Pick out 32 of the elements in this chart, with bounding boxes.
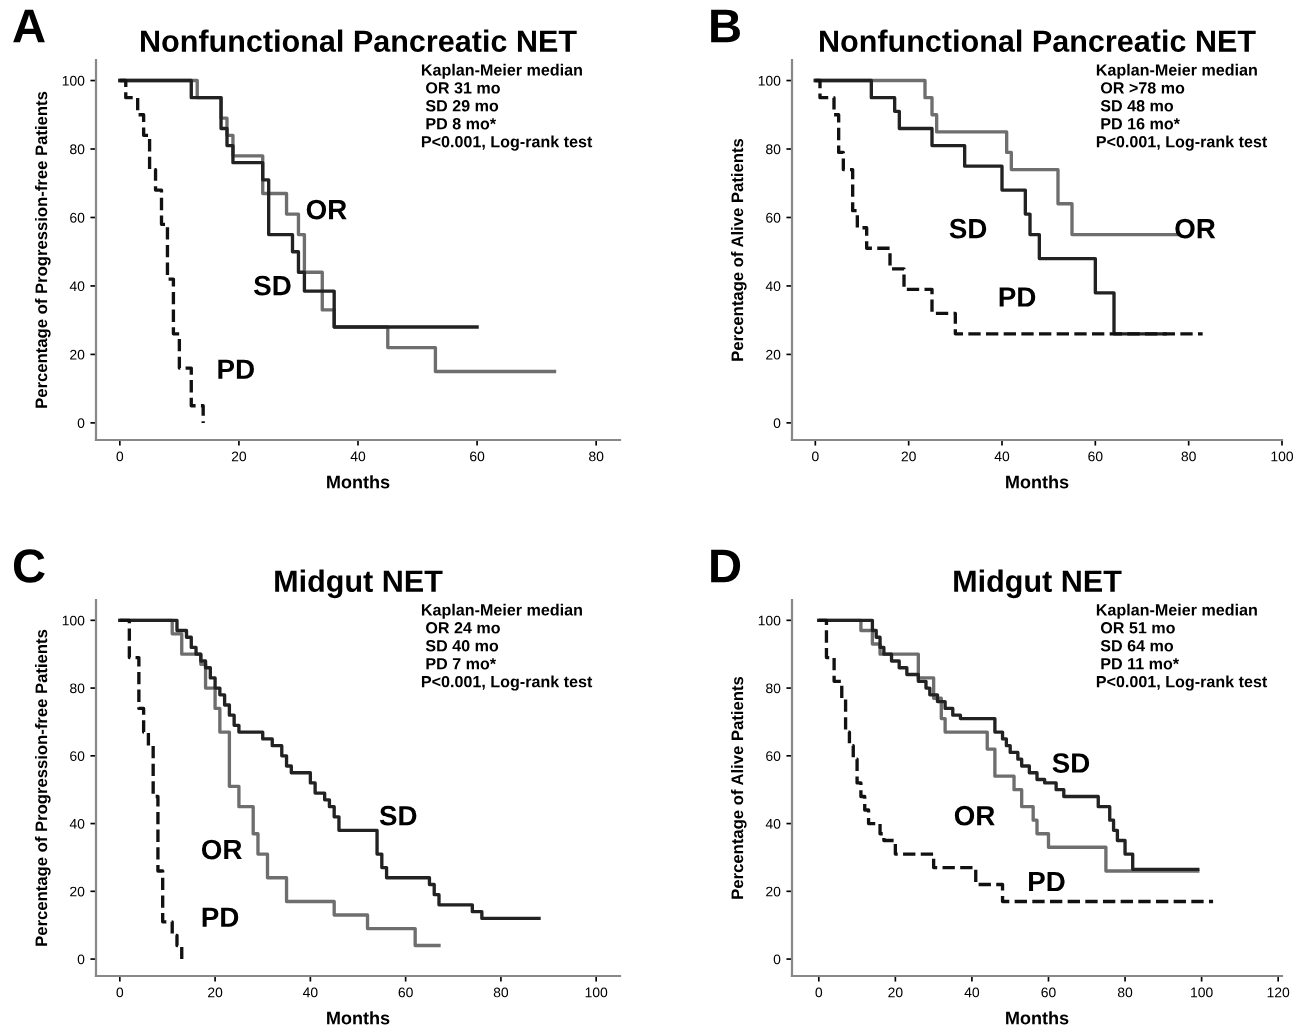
annotation: Kaplan-Meier median OR >78 mo SD 48 mo PD 16 mo* P<0.001, Log-rank test: [1096, 63, 1268, 151]
series-label: SD: [254, 275, 291, 296]
chart-title: Nonfunctional Pancreatic NET: [820, 29, 1256, 52]
series-label: PD: [218, 359, 254, 379]
text: C: [13, 549, 45, 583]
x-axis-title: Months: [327, 1011, 390, 1025]
series-label: SD: [379, 805, 417, 826]
chart-title: Nonfunctional Pancreatic NET: [141, 29, 577, 52]
series-label: PD: [202, 907, 239, 927]
annotation: Kaplan-Meier median OR 24 mo SD 40 mo PD 7 mo* P<0.001, Log-rank test: [421, 603, 593, 691]
x-axis-title: Months: [327, 475, 390, 489]
series-label: PD: [999, 287, 1036, 307]
series-label: OR: [306, 199, 347, 220]
series-label: SD: [949, 218, 987, 239]
y-axis-title: Percentage of Alive Patients: [731, 138, 747, 361]
series-label: PD: [1029, 871, 1065, 892]
text: A: [13, 9, 45, 43]
annotation: Kaplan-Meier median OR 51 mo SD 64 mo PD 11 mo* P<0.001, Log-rank test: [1096, 603, 1268, 691]
y-axis-title: Percentage of Progression-free Patients: [35, 629, 51, 946]
text: B: [711, 9, 740, 43]
chart-title: Midgut NET: [954, 569, 1122, 599]
series-label: OR: [201, 839, 242, 860]
series-label: SD: [1052, 753, 1090, 773]
annotation: Kaplan-Meier median OR 31 mo SD 29 mo PD 8 mo* P<0.001, Log-rank test: [421, 63, 593, 151]
x-axis-title: Months: [1006, 475, 1069, 489]
series-label: OR: [954, 805, 995, 826]
text: D: [711, 549, 741, 583]
y-axis-title: Percentage of Alive Patients: [731, 676, 747, 899]
x-axis-title: Months: [1006, 1011, 1069, 1025]
chart-title: Midgut NET: [275, 569, 443, 599]
series-label: OR: [1175, 218, 1216, 239]
y-axis-title: Percentage of Progression-free Patients: [35, 91, 51, 408]
